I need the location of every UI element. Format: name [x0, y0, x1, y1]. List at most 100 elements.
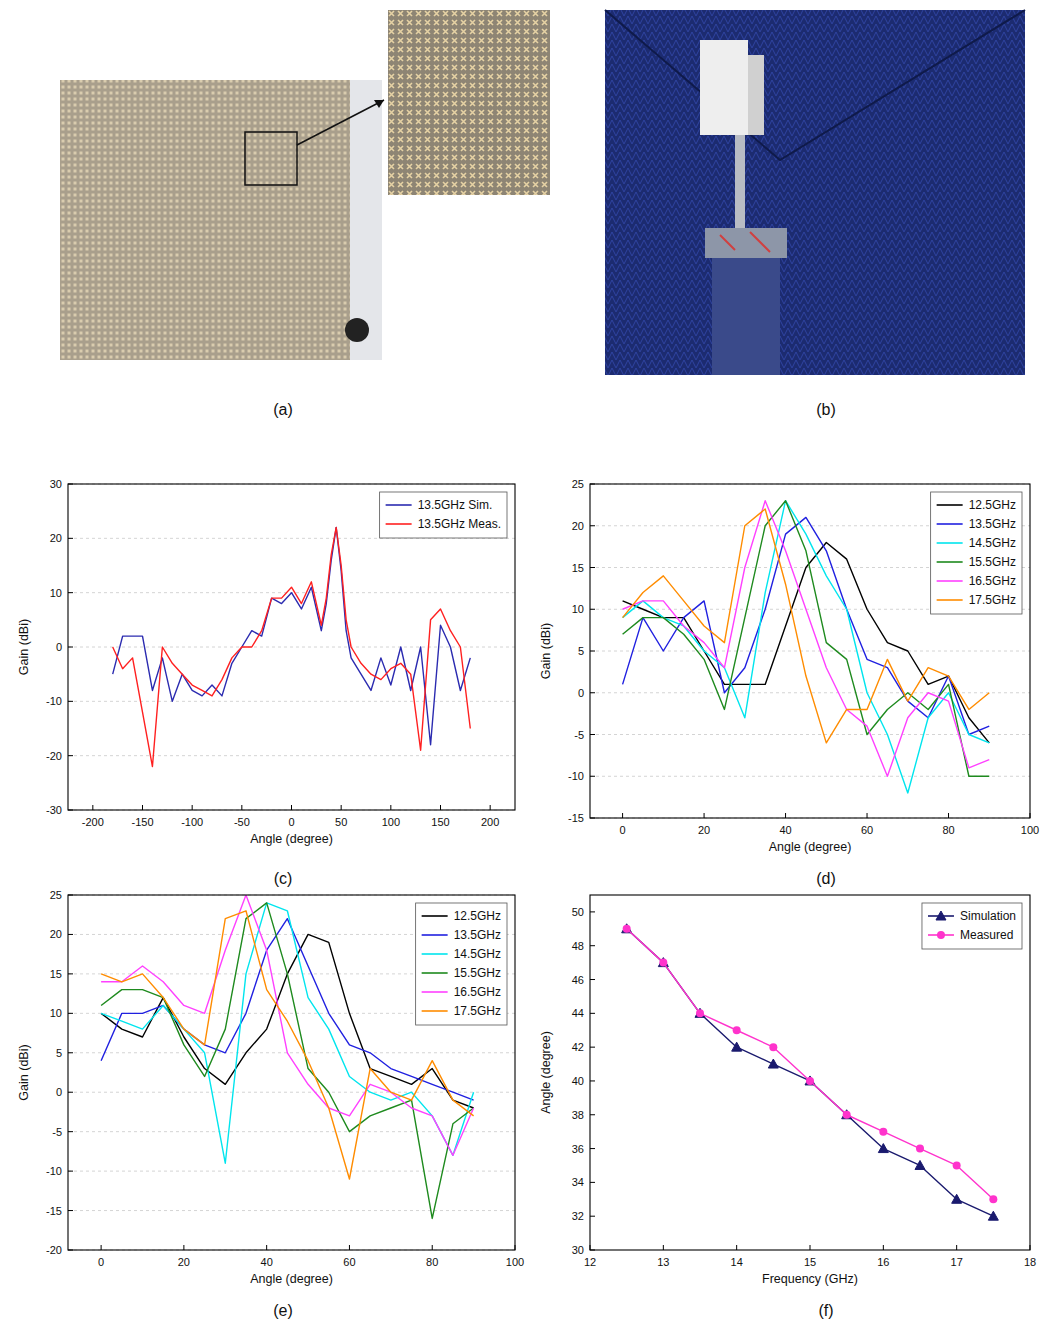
y-tick: [590, 818, 595, 819]
x-tick: [1030, 813, 1031, 818]
y-tick-label: 25: [50, 889, 62, 901]
point: [843, 1111, 851, 1119]
legend-label: 15.5GHz: [969, 555, 1016, 569]
photos: [60, 10, 1025, 375]
grid-line: [68, 1131, 515, 1132]
x-tick-label: 50: [335, 816, 347, 828]
x-tick: [101, 1245, 102, 1250]
y-tick: [590, 1250, 595, 1251]
x-tick: [1030, 1245, 1031, 1250]
y-tick-label: 10: [50, 1007, 62, 1019]
series-group: [113, 527, 471, 766]
grid-line: [590, 776, 1030, 777]
point: [989, 1195, 997, 1203]
legend-swatch: [386, 523, 412, 525]
y-tick-label: 40: [572, 1075, 584, 1087]
x-tick-label: 14: [731, 1256, 743, 1268]
y-tick-label: 32: [572, 1210, 584, 1222]
y-axis-title: Angle (degree): [539, 1031, 553, 1114]
point: [953, 1161, 961, 1169]
y-tick: [68, 1092, 73, 1093]
legend-swatch: [937, 504, 963, 506]
y-tick-label: -15: [568, 812, 584, 824]
x-tick: [349, 1245, 350, 1250]
x-tick-label: 20: [698, 824, 710, 836]
point: [988, 1211, 998, 1220]
point: [623, 925, 631, 933]
y-tick: [68, 973, 73, 974]
y-tick-label: -10: [46, 1165, 62, 1177]
legend-box: [922, 903, 1022, 949]
legend-label: 15.5GHz: [454, 966, 501, 980]
legend-label: 13.5GHz: [969, 517, 1016, 531]
x-tick: [266, 1245, 267, 1250]
figure: (a)(b)(c)(d)(e)(f)-200-150-100-500501001…: [0, 0, 1053, 1327]
chart: 020406080100-20-15-10-50510152025Angle (…: [17, 889, 524, 1286]
y-tick-label: 46: [572, 974, 584, 986]
x-tick-label: 16: [877, 1256, 889, 1268]
legend: 12.5GHz13.5GHz14.5GHz15.5GHz16.5GHz17.5G…: [931, 492, 1022, 614]
x-tick-label: 0: [288, 816, 294, 828]
legend-label: 17.5GHz: [969, 593, 1016, 607]
chart: 121314151617183032343638404244464850Freq…: [539, 895, 1036, 1286]
x-tick: [341, 805, 342, 810]
y-tick-label: 25: [572, 478, 584, 490]
x-tick: [515, 1245, 516, 1250]
legend-label: 14.5GHz: [454, 947, 501, 961]
legend-swatch: [937, 523, 963, 525]
pedestal: [712, 258, 780, 375]
x-tick-label: 150: [431, 816, 449, 828]
y-tick-label: 50: [572, 906, 584, 918]
y-tick-label: 44: [572, 1007, 584, 1019]
legend-swatch: [422, 972, 448, 974]
y-tick-label: -30: [46, 804, 62, 816]
x-tick-label: 200: [481, 816, 499, 828]
plot-frame: [68, 895, 515, 1250]
y-tick-label: 0: [56, 641, 62, 653]
point: [732, 1042, 742, 1051]
x-axis-title: Angle (degree): [250, 1272, 333, 1286]
chamber: [605, 10, 1025, 375]
y-tick: [68, 1250, 73, 1251]
x-axis-title: Frequency (GHz): [762, 1272, 858, 1286]
zoom-arrowhead: [374, 100, 384, 108]
legend-label: 16.5GHz: [969, 574, 1016, 588]
x-tick-label: -150: [131, 816, 153, 828]
x-tick-label: 0: [98, 1256, 104, 1268]
point: [659, 959, 667, 967]
x-tick: [736, 1245, 737, 1250]
legend-swatch: [937, 542, 963, 544]
legend-swatch: [937, 580, 963, 582]
zoom-box: [245, 132, 297, 185]
x-tick-label: 40: [261, 1256, 273, 1268]
y-tick: [590, 651, 595, 652]
y-tick-label: 42: [572, 1041, 584, 1053]
legend-swatch: [422, 934, 448, 936]
y-tick: [68, 1013, 73, 1014]
y-tick: [590, 1182, 595, 1183]
series-line: [113, 527, 471, 766]
y-axis-title: Gain (dBi): [539, 623, 553, 679]
y-axis-title: Gain (dBi): [17, 1044, 31, 1100]
legend-box: [931, 492, 1022, 614]
y-tick-label: 20: [50, 532, 62, 544]
x-tick: [291, 805, 292, 810]
y-axis-title: Gain (dBi): [17, 619, 31, 675]
x-tick: [948, 813, 949, 818]
y-tick-label: -10: [568, 770, 584, 782]
x-tick-label: 80: [942, 824, 954, 836]
series-line: [627, 929, 994, 1216]
legend-marker: [937, 931, 945, 939]
chart: -200-150-100-50050100150200-30-20-100102…: [17, 478, 515, 846]
x-tick: [663, 1245, 664, 1250]
grid-line: [590, 692, 1030, 693]
y-tick-label: 30: [572, 1244, 584, 1256]
y-tick-label: -10: [46, 695, 62, 707]
y-tick-label: 34: [572, 1176, 584, 1188]
cables: [720, 232, 770, 252]
legend: 13.5GHz Sim.13.5GHz Meas.: [380, 492, 507, 538]
y-tick: [590, 1013, 595, 1014]
y-tick: [590, 979, 595, 980]
x-tick-label: -100: [181, 816, 203, 828]
zoom-inset: [388, 10, 550, 195]
